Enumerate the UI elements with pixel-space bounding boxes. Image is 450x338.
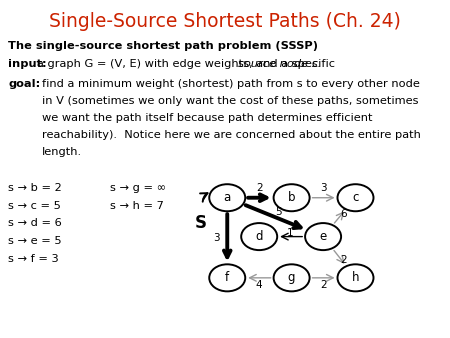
Circle shape <box>209 184 245 211</box>
Text: 4: 4 <box>256 280 262 290</box>
Text: reachability).  Notice here we are concerned about the entire path: reachability). Notice here we are concer… <box>42 130 421 140</box>
Text: e: e <box>320 230 327 243</box>
Text: input:: input: <box>8 59 47 69</box>
Text: f: f <box>225 271 230 284</box>
Text: Single-Source Shortest Paths (Ch. 24): Single-Source Shortest Paths (Ch. 24) <box>49 12 401 31</box>
Text: goal:: goal: <box>8 79 40 89</box>
Text: g: g <box>288 271 295 284</box>
Circle shape <box>274 184 310 211</box>
Text: S: S <box>194 214 206 232</box>
Circle shape <box>241 223 277 250</box>
Text: s → d = 6: s → d = 6 <box>8 218 62 228</box>
Text: find a minimum weight (shortest) path from s to every other node: find a minimum weight (shortest) path fr… <box>42 79 420 89</box>
Circle shape <box>305 223 341 250</box>
Text: h: h <box>352 271 359 284</box>
Text: 3: 3 <box>214 233 220 243</box>
Text: b: b <box>288 191 295 204</box>
Text: a graph G = (V, E) with edge weights, and a specific: a graph G = (V, E) with edge weights, an… <box>37 59 339 69</box>
Text: 1: 1 <box>287 228 293 238</box>
Circle shape <box>274 264 310 291</box>
Text: we want the path itself because path determines efficient: we want the path itself because path det… <box>42 113 372 123</box>
Text: s → c = 5: s → c = 5 <box>8 201 61 211</box>
Text: s → b = 2: s → b = 2 <box>8 183 62 193</box>
Text: a: a <box>224 191 231 204</box>
Text: s → h = 7: s → h = 7 <box>110 201 164 211</box>
Text: 2: 2 <box>341 255 347 265</box>
Text: 6: 6 <box>340 209 346 219</box>
Text: d: d <box>256 230 263 243</box>
Text: in V (sometimes we only want the cost of these paths, sometimes: in V (sometimes we only want the cost of… <box>42 96 419 106</box>
Text: source node s.: source node s. <box>238 59 321 69</box>
Text: The single-source shortest path problem (SSSP): The single-source shortest path problem … <box>8 41 318 51</box>
Text: 5: 5 <box>275 207 281 217</box>
Text: length.: length. <box>42 147 82 157</box>
Text: s → f = 3: s → f = 3 <box>8 254 59 264</box>
Circle shape <box>338 184 374 211</box>
Text: 2: 2 <box>320 280 327 290</box>
Text: c: c <box>352 191 359 204</box>
Circle shape <box>338 264 374 291</box>
Text: 3: 3 <box>320 183 327 193</box>
Text: s → e = 5: s → e = 5 <box>8 236 62 246</box>
Text: 2: 2 <box>256 183 262 193</box>
Circle shape <box>209 264 245 291</box>
Text: s → g = ∞: s → g = ∞ <box>110 183 166 193</box>
